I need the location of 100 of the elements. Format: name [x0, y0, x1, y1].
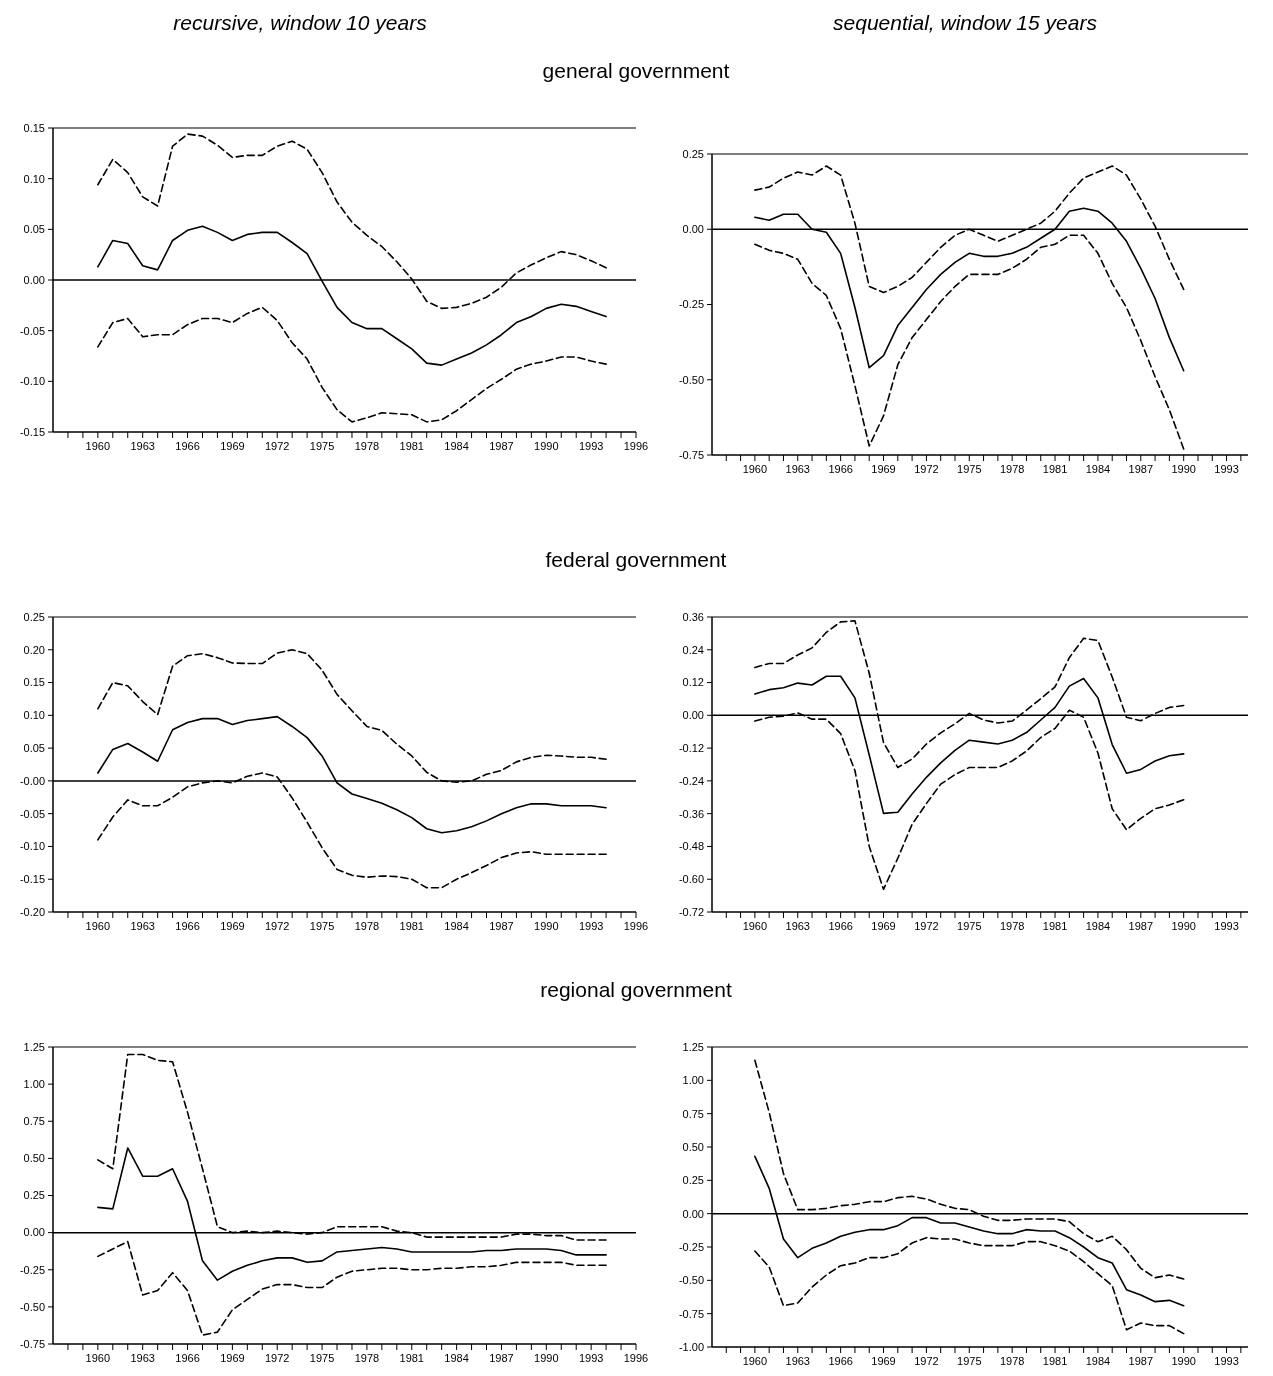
x-tick-label: 1963 [785, 920, 810, 932]
x-tick-label: 1972 [264, 920, 290, 932]
x-tick-label: 1990 [1171, 463, 1196, 475]
y-tick-label: -1.00 [678, 1340, 704, 1353]
y-tick-label: -0.75 [678, 448, 704, 461]
x-tick-label: 1984 [444, 1352, 469, 1364]
x-tick-label: 1975 [309, 920, 335, 932]
y-tick-label: 0.50 [682, 1140, 704, 1153]
y-tick-label: 0.75 [23, 1115, 45, 1128]
x-tick-label: 1987 [1128, 1355, 1154, 1367]
x-tick-label: 1978 [999, 920, 1025, 932]
y-tick-label: -0.00 [19, 774, 45, 787]
x-tick-label: 1972 [914, 1355, 939, 1367]
chart-title: general government [542, 59, 730, 82]
y-tick-label: 0.00 [682, 1207, 704, 1220]
chart-subtitle: sequential, window 15 years [833, 11, 1098, 34]
y-tick-label: 0.00 [23, 1226, 45, 1239]
x-tick-label: 1960 [85, 440, 111, 452]
x-tick-label: 1996 [623, 440, 649, 452]
x-tick-label: 1996 [623, 920, 649, 932]
x-tick-label: 1978 [354, 440, 380, 452]
y-tick-label: 0.00 [23, 273, 45, 286]
x-tick-label: 1960 [742, 1355, 768, 1367]
x-tick-label: 1966 [828, 1355, 853, 1367]
x-tick-label: 1972 [914, 463, 939, 475]
y-tick-label: 0.25 [23, 1189, 45, 1202]
x-tick-label: 1990 [1171, 920, 1196, 932]
chart-title: federal government [545, 548, 727, 571]
x-tick-label: 1987 [1128, 920, 1154, 932]
y-tick-label: -0.50 [678, 1274, 704, 1287]
y-tick-label: 1.25 [682, 1040, 704, 1053]
x-tick-label: 1966 [175, 440, 200, 452]
x-tick-label: 1990 [534, 1352, 559, 1364]
x-tick-label: 1963 [130, 1352, 155, 1364]
y-tick-label: -0.20 [19, 905, 45, 918]
y-tick-label: 0.50 [23, 1152, 45, 1165]
x-tick-label: 1984 [444, 920, 469, 932]
chart-subtitle: recursive, window 10 years [173, 11, 428, 34]
y-tick-label: 0.15 [23, 676, 45, 689]
line-series [754, 234, 1185, 450]
y-tick-label: 0.10 [23, 172, 45, 185]
x-tick-label: 1975 [957, 1355, 982, 1367]
y-tick-label: -0.05 [19, 324, 45, 337]
x-tick-label: 1987 [489, 920, 514, 932]
y-tick-label: 1.00 [682, 1074, 704, 1087]
x-tick-label: 1963 [130, 920, 155, 932]
x-tick-label: 1993 [578, 1352, 604, 1364]
x-tick-label: 1993 [578, 920, 604, 932]
x-tick-label: 1990 [1171, 1355, 1196, 1367]
y-tick-label: -0.50 [19, 1300, 45, 1313]
y-tick-label: -0.15 [19, 873, 45, 886]
x-tick-label: 1984 [1085, 463, 1111, 475]
y-tick-label: 0.15 [23, 121, 45, 134]
x-tick-label: 1984 [444, 440, 469, 452]
x-tick-label: 1972 [264, 440, 290, 452]
x-tick-label: 1987 [489, 440, 514, 452]
y-tick-label: -0.25 [678, 1240, 704, 1253]
y-tick-label: 0.25 [682, 147, 704, 160]
x-tick-label: 1981 [399, 440, 425, 452]
y-tick-label: -0.25 [19, 1263, 45, 1276]
y-tick-label: 0.24 [682, 643, 704, 656]
x-tick-label: 1966 [828, 920, 853, 932]
x-tick-label: 1960 [85, 1352, 111, 1364]
y-tick-label: 1.00 [23, 1077, 45, 1090]
x-tick-label: 1972 [914, 920, 939, 932]
x-tick-label: 1981 [399, 1352, 425, 1364]
y-tick-label: 0.10 [23, 709, 45, 722]
x-tick-label: 1969 [220, 440, 245, 452]
x-tick-label: 1960 [742, 463, 768, 475]
x-tick-label: 1963 [785, 1355, 810, 1367]
x-tick-label: 1993 [1214, 463, 1239, 475]
y-tick-label: -0.12 [678, 741, 704, 754]
y-tick-label: -0.75 [19, 1337, 45, 1350]
y-tick-label: -0.72 [678, 905, 704, 918]
x-tick-label: 1978 [354, 920, 380, 932]
x-tick-label: 1966 [175, 1352, 200, 1364]
y-tick-label: 0.05 [23, 741, 45, 754]
x-tick-label: 1984 [1085, 920, 1111, 932]
x-tick-label: 1981 [1042, 920, 1068, 932]
y-tick-label: -0.50 [678, 373, 704, 386]
y-tick-label: 0.36 [682, 610, 704, 623]
x-tick-label: 1978 [999, 1355, 1025, 1367]
x-tick-label: 1987 [489, 1352, 514, 1364]
y-tick-label: -0.75 [678, 1307, 704, 1320]
x-tick-label: 1993 [578, 440, 604, 452]
x-tick-label: 1966 [175, 920, 200, 932]
y-tick-label: 0.25 [682, 1174, 704, 1187]
x-tick-label: 1969 [220, 920, 245, 932]
x-tick-label: 1990 [534, 920, 559, 932]
y-tick-label: -0.05 [19, 807, 45, 820]
y-tick-label: 0.25 [23, 610, 45, 623]
line-series [754, 1236, 1185, 1335]
line-series [97, 1240, 607, 1336]
x-tick-label: 1978 [354, 1352, 380, 1364]
x-tick-label: 1960 [85, 920, 111, 932]
x-tick-label: 1981 [399, 920, 425, 932]
y-tick-label: -0.24 [678, 774, 704, 787]
x-tick-label: 1969 [871, 920, 896, 932]
chart-title: regional government [540, 978, 732, 1001]
x-tick-label: 1963 [130, 440, 155, 452]
